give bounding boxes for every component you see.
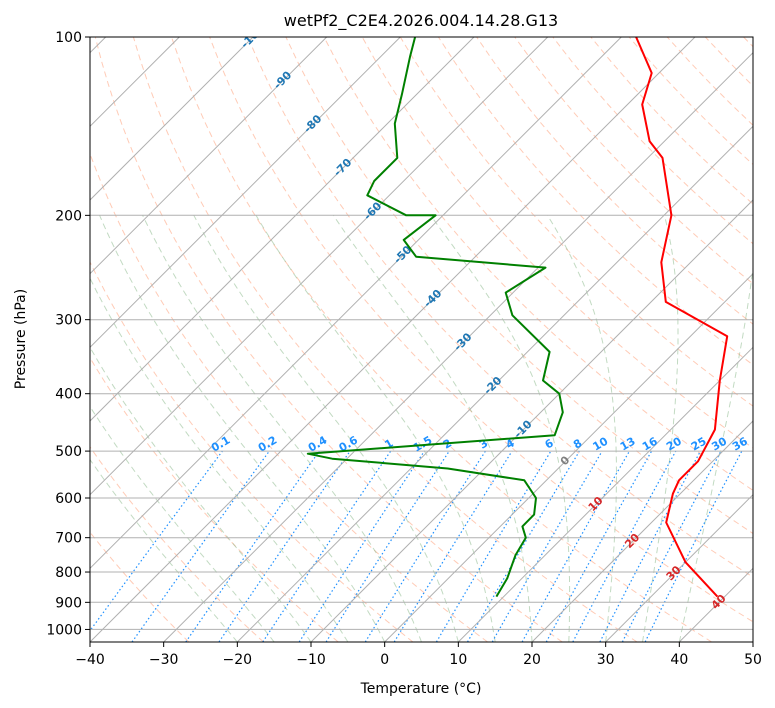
moist-adiabat <box>142 215 422 642</box>
isotherm <box>90 37 328 275</box>
y-tick-label: 300 <box>55 313 82 329</box>
mixing-ratio-line <box>185 450 320 642</box>
dry-adiabat <box>132 37 638 642</box>
x-tick-label: 30 <box>597 652 615 668</box>
moist-adiabat <box>90 405 275 642</box>
isotherm <box>457 346 753 642</box>
mixing-ratio-line <box>90 450 223 632</box>
y-tick-label: 500 <box>55 444 82 460</box>
mixing-ratio-line <box>393 450 513 642</box>
x-tick-label: 40 <box>670 652 688 668</box>
y-axis-label: Pressure (hPa) <box>13 289 29 389</box>
background-lines <box>90 37 753 642</box>
y-tick-label: 600 <box>55 491 82 507</box>
isotherm <box>310 199 753 642</box>
mixing-ratio-line <box>262 450 392 642</box>
x-axis: −40 −30 −20 −10 0 10 20 30 40 50 <box>75 642 762 668</box>
isotherm <box>90 37 401 349</box>
dry-adiabat <box>90 260 414 642</box>
moist-adiabat <box>678 264 753 642</box>
isotherm <box>384 272 753 642</box>
temperature-trace <box>635 37 729 598</box>
mixing-ratio-line <box>131 450 270 642</box>
x-tick-label: 50 <box>744 652 762 668</box>
chart-title: wetPf2_C2E4.2026.004.14.28.G13 <box>284 11 558 31</box>
dry-adiabat <box>323 37 753 491</box>
mixing-ratio-line <box>218 450 351 642</box>
plot-frame <box>89 36 754 643</box>
dry-adiabat <box>514 37 753 285</box>
moist-adiabat <box>642 215 679 642</box>
x-tick-label: −20 <box>223 652 253 668</box>
y-tick-label: 800 <box>55 565 82 581</box>
isotherm <box>90 37 622 570</box>
mixing-ratio-line <box>644 450 743 642</box>
isotherm <box>236 125 753 642</box>
isotherm <box>531 420 753 642</box>
isotherm <box>90 37 475 422</box>
y-tick-label: 200 <box>55 208 82 224</box>
y-tick-label: 100 <box>55 30 82 46</box>
moist-adiabat <box>90 458 238 642</box>
dry-adiabat <box>247 37 753 578</box>
moist-adiabat <box>99 215 386 642</box>
isotherm <box>90 37 549 496</box>
x-tick-label: −10 <box>296 652 326 668</box>
dry-adiabat <box>90 446 264 642</box>
x-tick-label: −30 <box>149 652 179 668</box>
moist-adiabat <box>90 346 312 642</box>
sounding-traces <box>306 37 729 598</box>
mixing-ratio-line <box>325 450 450 642</box>
isotherm <box>90 37 254 201</box>
mixing-ratio-line <box>298 450 425 642</box>
x-tick-label: 0 <box>380 652 389 668</box>
y-tick-label: 400 <box>55 387 82 403</box>
isotherm <box>163 51 753 642</box>
mixing-ratio-line <box>572 450 677 642</box>
dewpoint-trace <box>306 37 564 598</box>
dry-adiabat <box>476 37 753 325</box>
x-axis-label: Temperature (°C) <box>360 681 482 697</box>
x-tick-label: 20 <box>523 652 541 668</box>
dry-adiabat <box>285 37 753 535</box>
isotherm <box>605 493 753 642</box>
x-tick-label: 10 <box>449 652 467 668</box>
moist-adiabat <box>332 215 533 642</box>
y-tick-label: 1000 <box>46 622 82 638</box>
mixing-ratio-line <box>545 450 653 642</box>
mixing-ratio-line <box>521 450 631 642</box>
y-tick-label: 900 <box>55 595 82 611</box>
dry-adiabat <box>209 37 753 623</box>
x-tick-label: −40 <box>75 652 105 668</box>
y-axis: 100 200 300 400 500 600 700 800 900 1000 <box>46 30 90 638</box>
moist-adiabat <box>430 215 571 642</box>
y-tick-label: 700 <box>55 531 82 547</box>
moist-adiabat <box>193 215 459 642</box>
dry-adiabat <box>171 37 712 642</box>
dry-adiabat <box>90 356 339 642</box>
isotherm <box>90 37 696 642</box>
dry-adiabat <box>94 37 563 642</box>
moist-adiabat <box>547 215 617 642</box>
